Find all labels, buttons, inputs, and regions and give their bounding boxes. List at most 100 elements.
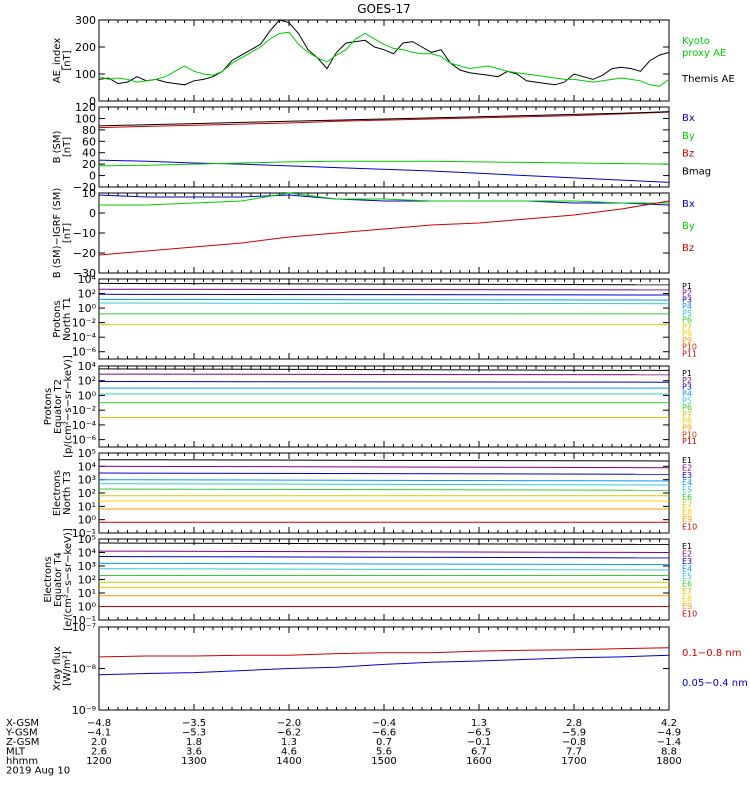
y-axis-label: Protons [43,388,54,425]
y-tick-label: 10⁻⁷ [72,621,96,634]
y-tick-label: 10¹ [78,500,96,513]
ephemeris-value: 6.7 [471,747,487,758]
y-tick-label: 10 [82,187,96,200]
y-axis-label: AE_index [52,38,63,84]
ephemeris-table: X-GSM −4.8 −3.5 −2.0 −0.4 1.3 2.8 4.2 Y-GSM −4.1 −… [5,718,682,777]
legend-entry: E5 [682,572,692,581]
legend-entry: E7 [682,500,692,509]
y-tick-label: 0 [89,207,96,220]
series-line-themis-ae [98,19,670,86]
legend-entry: E1 [682,542,692,551]
y-tick-label: 100 [75,68,96,81]
ephemeris-value: 2.8 [566,718,582,729]
y-axis-label: [e/(cm²−s−sr−keV)] [63,528,74,631]
panel-frame [98,626,670,711]
y-tick-label: 10⁻⁹ [72,704,96,717]
ephemeris-value: 1600 [466,756,491,767]
ephemeris-value: 0.7 [376,737,392,748]
legend-entry: P9 [682,424,692,433]
ephemeris-row-label: Z-GSM [6,737,39,748]
series-line-p4 [98,298,670,301]
y-tick-label: 10⁰ [78,514,97,527]
y-axis-label: Electrons [43,556,54,602]
legend-entry: Themis AE [681,74,735,85]
ephemeris-value: −1.4 [657,737,681,748]
y-tick-label: 10⁻² [72,404,96,417]
y-tick-label: 10⁻⁸ [72,663,97,676]
y-axis-label: Equator T4 [53,552,64,607]
y-axis-label: North T1 [62,297,73,341]
series-line-bz [98,111,670,129]
ephemeris-value: −3.5 [182,718,206,729]
ephemeris-value: 1800 [656,756,681,767]
y-tick-label: 10⁻⁶ [72,434,97,447]
y-tick-label: 100 [75,112,96,125]
series-line-0-1-0-8-nm [98,647,670,658]
legend-entry: P7 [682,410,692,419]
series-line-e4 [98,562,670,566]
y-tick-label: 10⁵ [78,533,96,546]
panel-frame [98,452,670,534]
panel-frame [98,365,670,448]
legend-entry: E3 [682,471,692,480]
y-tick-label: 10⁻¹ [72,527,96,540]
series-line-e2 [98,465,670,469]
panel-frame [98,19,670,102]
panel-frame [98,192,670,274]
y-tick-label: 10⁻² [72,317,96,330]
y-axis-label: [p/(cm²−s−sr−keV)] [63,355,74,458]
ephemeris-value: −4.8 [87,718,111,729]
panel-frame [98,278,670,360]
series-line-p2 [98,373,670,376]
series-line-bmag [98,111,670,127]
legend-entry: Bx [682,113,695,124]
y-tick-label: 10² [78,487,96,500]
y-tick-label: 10⁴ [78,547,97,560]
y-tick-label: 80 [82,124,96,137]
legend-entry: E2 [682,550,692,559]
ephemeris-value: 2.0 [91,737,107,748]
legend-entry: P1 [682,282,692,291]
series-line-e3 [98,472,670,475]
ephemeris-value: −6.5 [467,728,491,739]
y-tick-label: 10⁴ [78,360,97,373]
legend-entry: P4 [682,389,692,398]
series-line-e1 [98,542,670,545]
legend-entry: P3 [682,383,692,392]
series-line-e1 [98,459,670,462]
legend-entry: Bmag [682,166,711,177]
y-tick-label: −20 [73,181,96,194]
y-tick-label: 120 [75,101,96,114]
ephemeris-value: 3.6 [186,747,202,758]
legend-entry: By [682,131,695,142]
legend-entry: P1 [682,369,692,378]
legend-entry: P5 [682,396,692,405]
y-tick-label: 10² [78,375,96,388]
ephemeris-value: 1500 [371,756,396,767]
y-axis-label: Equator T2 [53,379,64,434]
ephemeris-row-label: hhmm [6,756,38,767]
ephemeris-row-label: MLT [6,747,26,758]
series-line-e6 [98,488,670,491]
legend-entry: P6 [682,403,692,412]
series-line-kyoto-proxy-ae [98,31,670,87]
ephemeris-value: 1.8 [186,737,202,748]
y-tick-label: 10⁻¹ [72,614,96,627]
y-axis-label: B (SM)−IGRF (SM) [52,188,63,279]
legend-entry: By [682,221,695,232]
series-line-by [98,160,670,167]
y-tick-label: 10³ [78,474,96,487]
legend-entry: E1 [682,456,692,465]
legend-entry: E5 [682,486,692,495]
legend-entry: E4 [682,565,692,574]
ephemeris-value: −5.3 [182,728,206,739]
legend-entry: P7 [682,322,692,331]
legend-entry: Bz [682,243,694,254]
y-axis-label: Protons [52,300,63,337]
legend-entry: P8 [682,417,692,426]
series-line-p1 [98,368,670,371]
